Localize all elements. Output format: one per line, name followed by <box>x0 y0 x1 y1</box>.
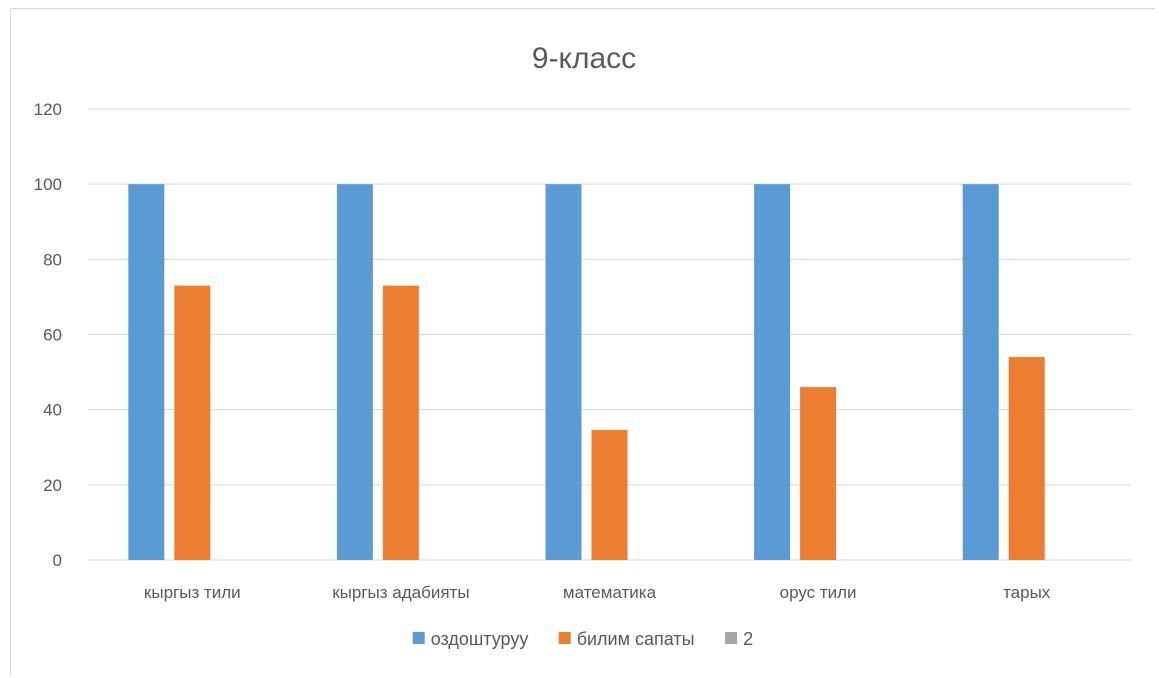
x-tick-label: тарых <box>1003 583 1051 602</box>
legend-label: 2 <box>743 629 753 649</box>
x-tick-label: кыргыз тили <box>144 583 241 602</box>
bar-1-3 <box>800 387 837 560</box>
y-tick-label: 40 <box>43 401 62 420</box>
bar-0-2 <box>545 184 582 560</box>
bars <box>128 184 1045 560</box>
bar-0-4 <box>962 184 999 560</box>
bar-0-0 <box>128 184 165 560</box>
legend-label: билим сапаты <box>577 629 695 649</box>
bar-0-1 <box>336 184 373 560</box>
x-tick-label: кыргыз адабияты <box>332 583 469 602</box>
y-tick-label: 20 <box>43 476 62 495</box>
legend-label: оздоштуруу <box>431 629 529 649</box>
legend-swatch <box>725 632 738 644</box>
y-tick-label: 120 <box>34 100 62 119</box>
x-tick-label: математика <box>563 583 657 602</box>
legend-swatch <box>558 632 571 644</box>
y-tick-label: 100 <box>34 175 62 194</box>
y-axis-ticks: 0 20 40 60 80 100 120 <box>34 100 62 570</box>
y-tick-label: 80 <box>43 250 62 269</box>
bar-1-2 <box>591 429 628 560</box>
bar-0-3 <box>754 184 791 560</box>
x-tick-label: орус тили <box>780 583 857 602</box>
legend-swatch <box>412 632 425 644</box>
bar-1-4 <box>1008 357 1045 560</box>
legend: оздоштуруу билим сапаты 2 <box>412 629 753 649</box>
bar-1-0 <box>174 285 211 560</box>
chart-frame <box>10 8 1155 676</box>
y-tick-label: 0 <box>53 551 62 570</box>
bar-1-1 <box>382 285 419 560</box>
x-axis-ticks: кыргыз тили кыргыз адабияты математика орус… <box>144 583 1051 602</box>
y-tick-label: 60 <box>43 326 62 345</box>
chart-title: 9-класс <box>532 42 636 75</box>
